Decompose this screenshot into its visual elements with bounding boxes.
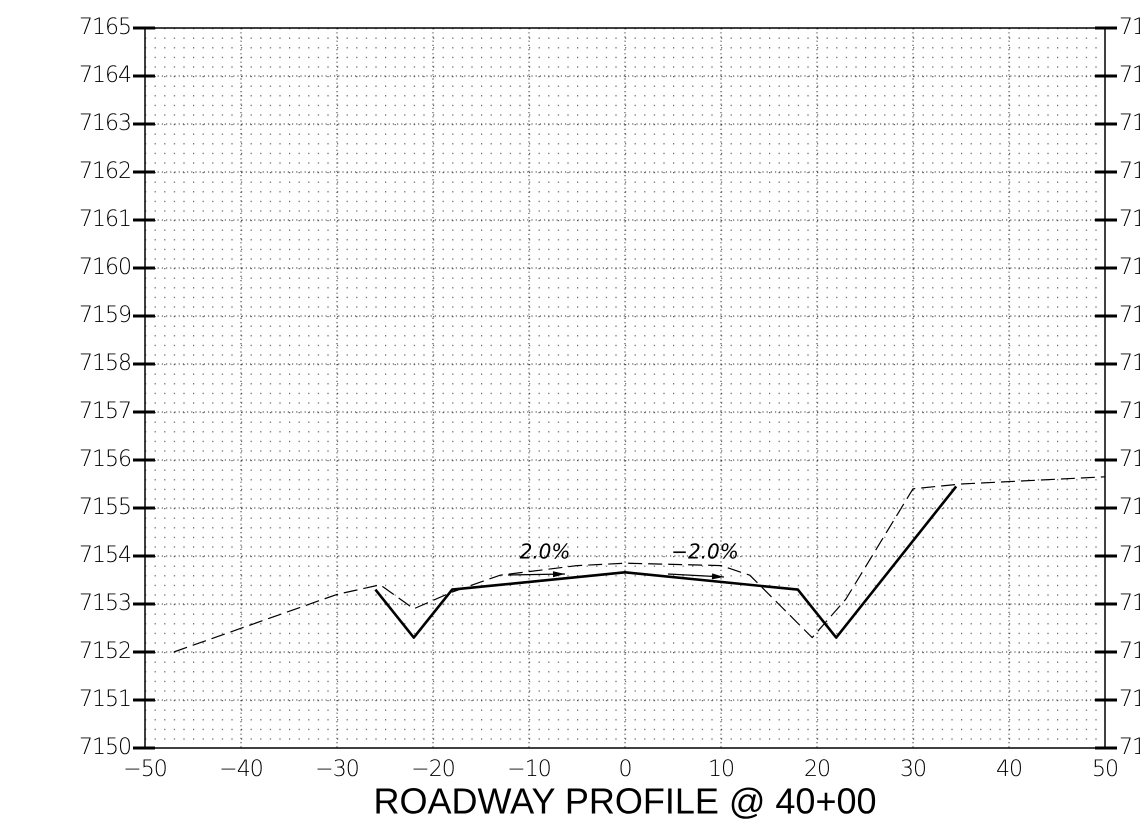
y2-tick-label: 7161: [1119, 207, 1140, 232]
y-tick-label: 7165: [79, 15, 131, 40]
y-tick-label: 7153: [79, 591, 131, 616]
x-tick-label: −10: [507, 757, 550, 782]
y2-tick-label: 7164: [1119, 63, 1140, 88]
y-tick-label: 7157: [79, 399, 131, 424]
x-tick-label: 20: [804, 757, 830, 782]
y-tick-label: 7150: [79, 735, 131, 760]
y2-tick-label: 7162: [1119, 159, 1140, 184]
y-tick-label: 7163: [79, 111, 131, 136]
chart-title: ROADWAY PROFILE @ 40+00: [373, 781, 876, 822]
y-tick-label: 7164: [79, 63, 131, 88]
y-tick-label: 7154: [79, 543, 131, 568]
x-tick-label: 30: [900, 757, 926, 782]
x-tick-label: 0: [619, 757, 632, 782]
slope-arrowhead: [711, 573, 724, 580]
y2-tick-label: 7155: [1119, 495, 1140, 520]
y2-tick-label: 7150: [1119, 735, 1140, 760]
slope-label: −2.0%: [671, 540, 739, 564]
y-tick-label: 7159: [79, 303, 131, 328]
y-tick-label: 7155: [79, 495, 131, 520]
plot-frame: [144, 27, 1106, 749]
y-tick-label: 7160: [79, 255, 131, 280]
minor-grid: [145, 28, 1105, 748]
y2-tick-label: 7154: [1119, 543, 1140, 568]
x-tick-label: −20: [411, 757, 454, 782]
x-tick-label: 10: [708, 757, 734, 782]
y-tick-label: 7151: [79, 687, 131, 712]
y2-tick-label: 7163: [1119, 111, 1140, 136]
x-tick-label: −30: [315, 757, 358, 782]
existing-ground-line: [173, 476, 1106, 653]
y-tick-label: 7152: [79, 639, 131, 664]
proposed-grade-line: [374, 485, 958, 639]
y2-tick-label: 7158: [1119, 351, 1140, 376]
x-tick-label: 50: [1092, 757, 1118, 782]
y2-tick-label: 7160: [1119, 255, 1140, 280]
x-tick-label: 40: [996, 757, 1022, 782]
x-tick-label: −40: [219, 757, 262, 782]
slope-label: 2.0%: [520, 540, 571, 564]
slope-arrowhead: [552, 571, 565, 578]
y2-tick-label: 7157: [1119, 399, 1140, 424]
y2-tick-label: 7156: [1119, 447, 1140, 472]
y-tick-label: 7162: [79, 159, 131, 184]
y2-tick-label: 7165: [1119, 15, 1140, 40]
y2-tick-label: 7159: [1119, 303, 1140, 328]
y2-tick-label: 7151: [1119, 687, 1140, 712]
y-tick-label: 7156: [79, 447, 131, 472]
y-tick-label: 7161: [79, 207, 131, 232]
x-tick-label: −50: [123, 757, 166, 782]
y2-tick-label: 7152: [1119, 639, 1140, 664]
y2-tick-label: 7153: [1119, 591, 1140, 616]
y-tick-label: 7158: [79, 351, 131, 376]
